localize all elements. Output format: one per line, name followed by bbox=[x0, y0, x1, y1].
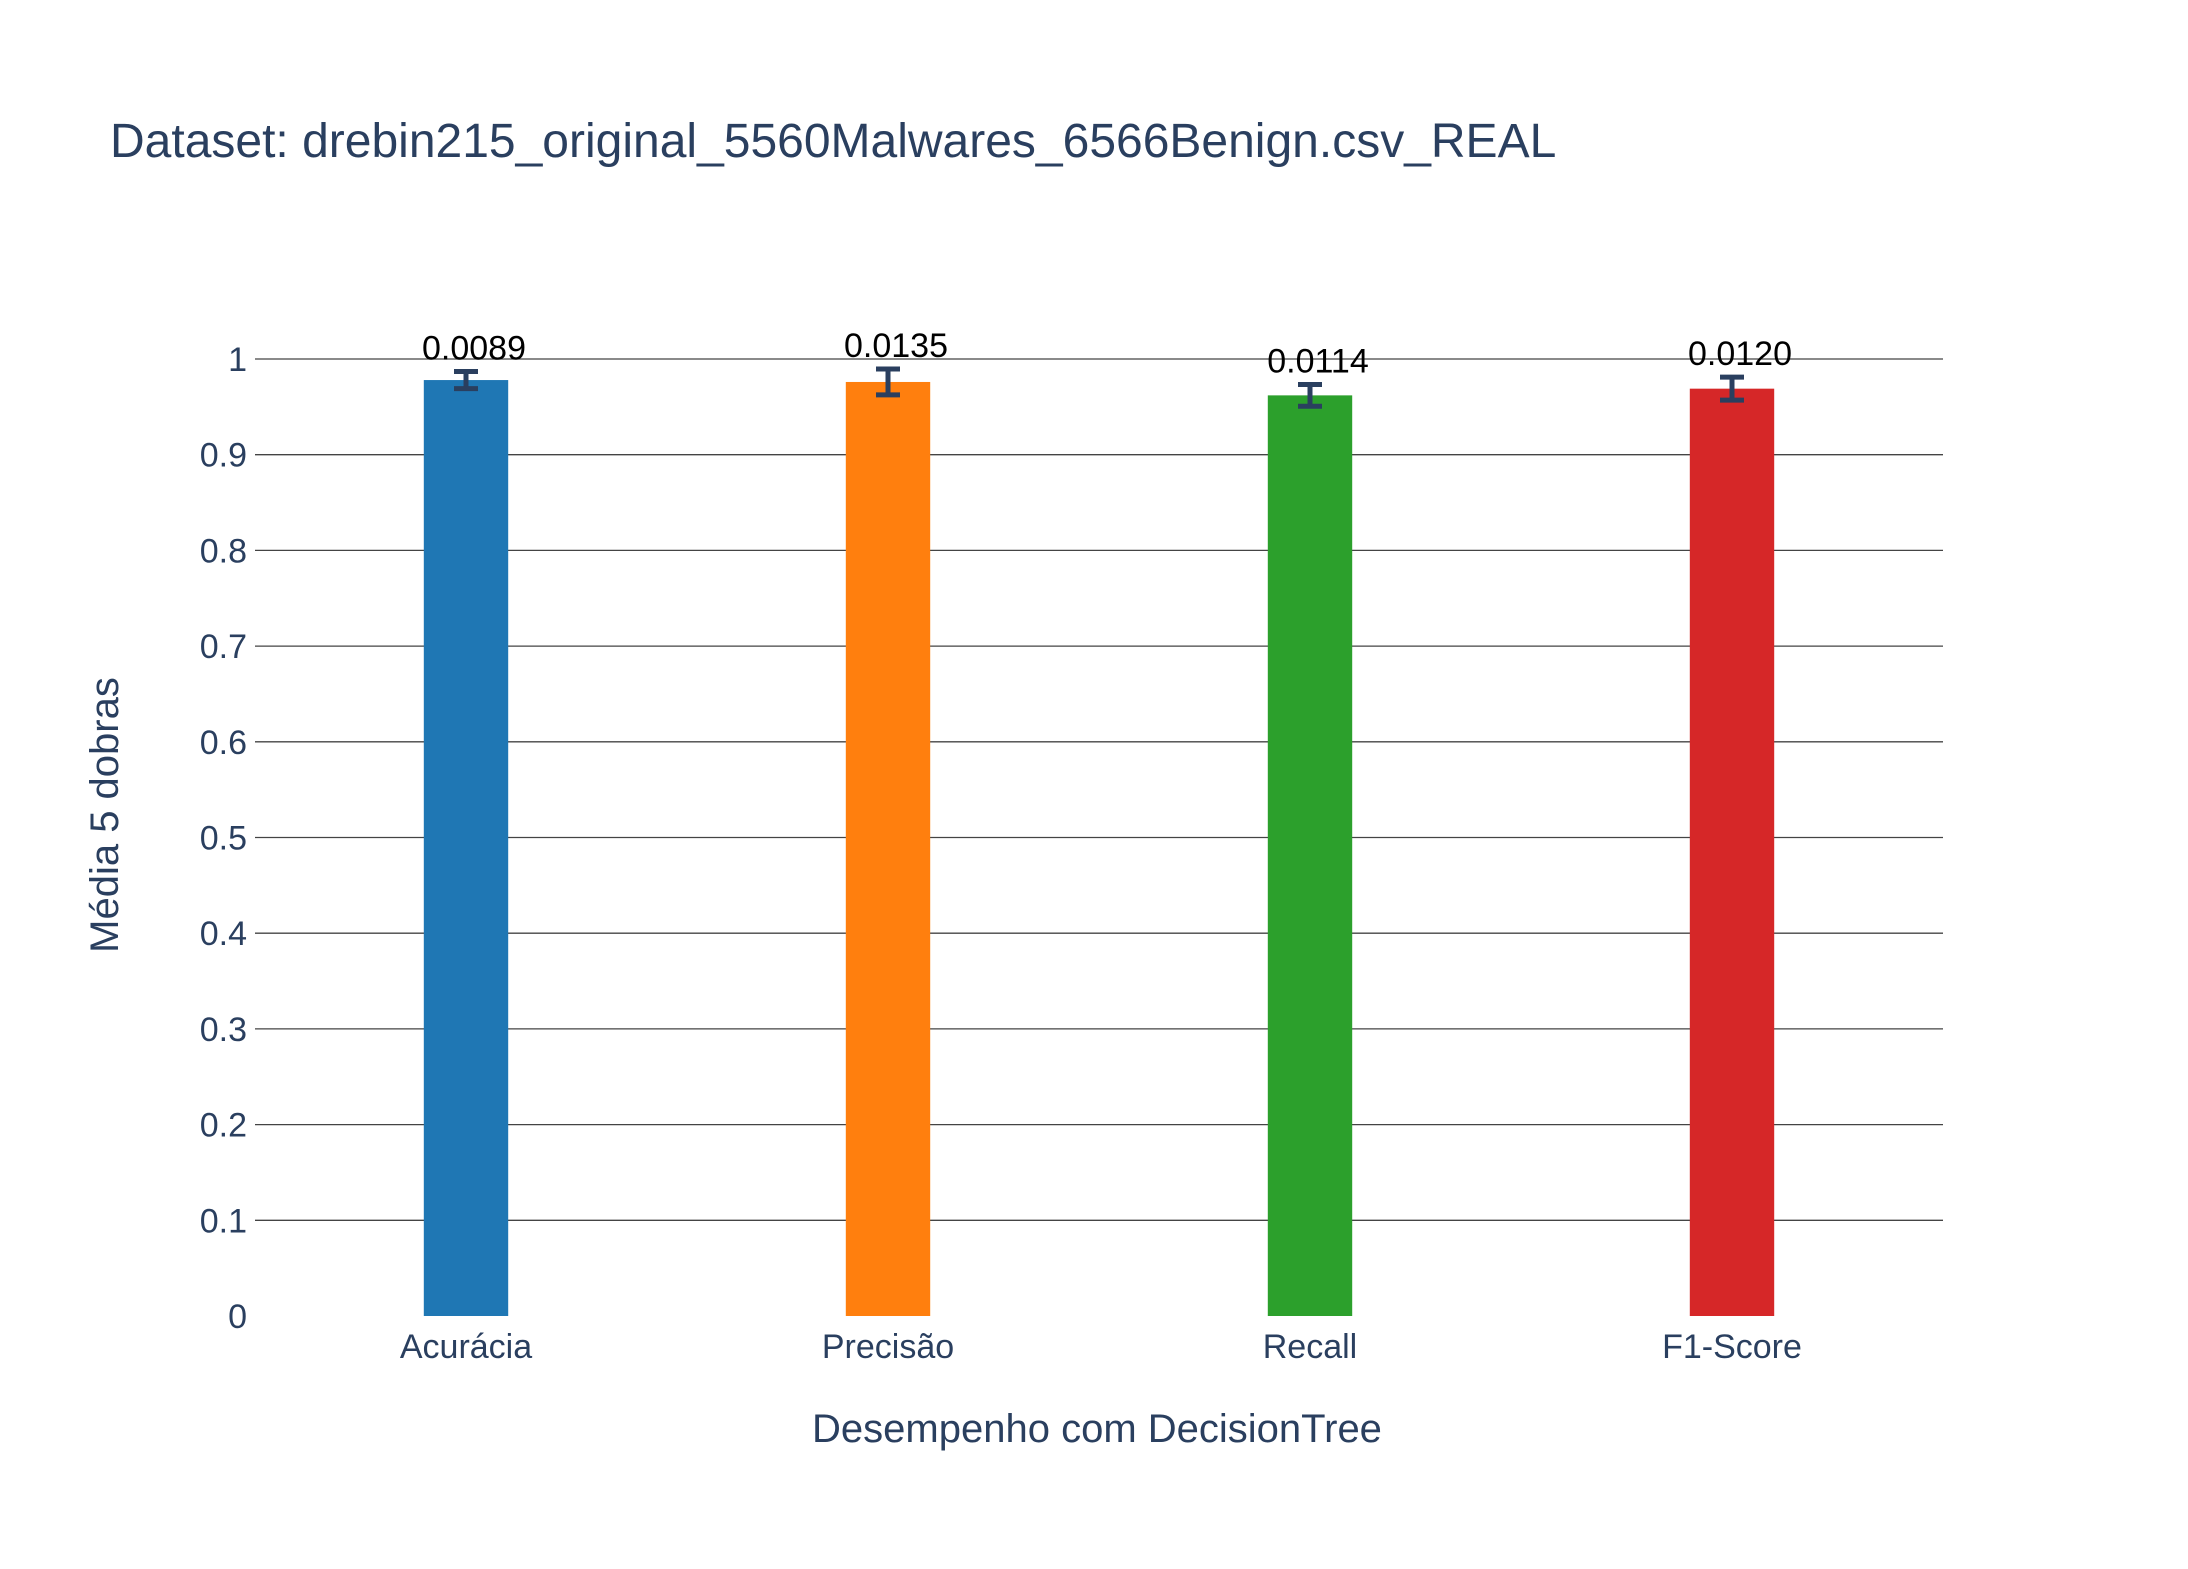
chart-title: Dataset: drebin215_original_5560Malwares… bbox=[110, 115, 1556, 168]
error-bar bbox=[1298, 381, 1322, 409]
y-tick-label: 0 bbox=[228, 1298, 247, 1336]
bar bbox=[1689, 388, 1775, 1316]
x-tick-label: Precisão bbox=[822, 1328, 954, 1366]
y-tick-label: 0.8 bbox=[200, 532, 247, 570]
y-axis-ticks: 0 0.1 0.2 0.3 0.4 0.5 0.6 0.7 0.8 0.9 1 bbox=[200, 341, 247, 1336]
y-tick-label: 0.2 bbox=[200, 1107, 247, 1145]
y-tick-label: 0.5 bbox=[200, 820, 247, 858]
error-bar bbox=[876, 366, 900, 398]
bar bbox=[1267, 395, 1353, 1317]
bar-value-label: 0.0135 bbox=[844, 327, 948, 365]
error-bar bbox=[454, 369, 478, 392]
bar-value-label: 0.0114 bbox=[1267, 342, 1368, 380]
gridlines bbox=[255, 358, 1943, 1221]
y-tick-label: 0.3 bbox=[200, 1011, 247, 1049]
x-axis-title: Desempenho com DecisionTree bbox=[812, 1407, 1382, 1451]
x-tick-label: Recall bbox=[1263, 1328, 1357, 1366]
x-tick-label: Acurácia bbox=[400, 1328, 532, 1366]
y-tick-label: 0.9 bbox=[200, 437, 247, 475]
y-tick-label: 0.1 bbox=[200, 1202, 247, 1240]
bar-labels: 0.0089 0.0135 0.0114 0.0120 bbox=[422, 327, 1792, 380]
error-bars bbox=[454, 366, 1744, 409]
y-tick-label: 0.7 bbox=[200, 628, 247, 666]
x-axis-ticks: Acurácia Precisão Recall F1-Score bbox=[400, 1328, 1802, 1366]
bar-value-label: 0.0089 bbox=[422, 330, 526, 368]
bar-value-label: 0.0120 bbox=[1688, 335, 1792, 373]
error-bar bbox=[1720, 374, 1744, 403]
y-tick-label: 0.6 bbox=[200, 724, 247, 762]
y-axis-title: Média 5 dobras bbox=[83, 677, 127, 953]
y-tick-label: 0.4 bbox=[200, 915, 247, 953]
y-tick-label: 1 bbox=[228, 341, 247, 379]
bar bbox=[845, 381, 931, 1316]
bar bbox=[423, 380, 509, 1317]
bars bbox=[423, 380, 1775, 1317]
x-tick-label: F1-Score bbox=[1662, 1328, 1802, 1366]
